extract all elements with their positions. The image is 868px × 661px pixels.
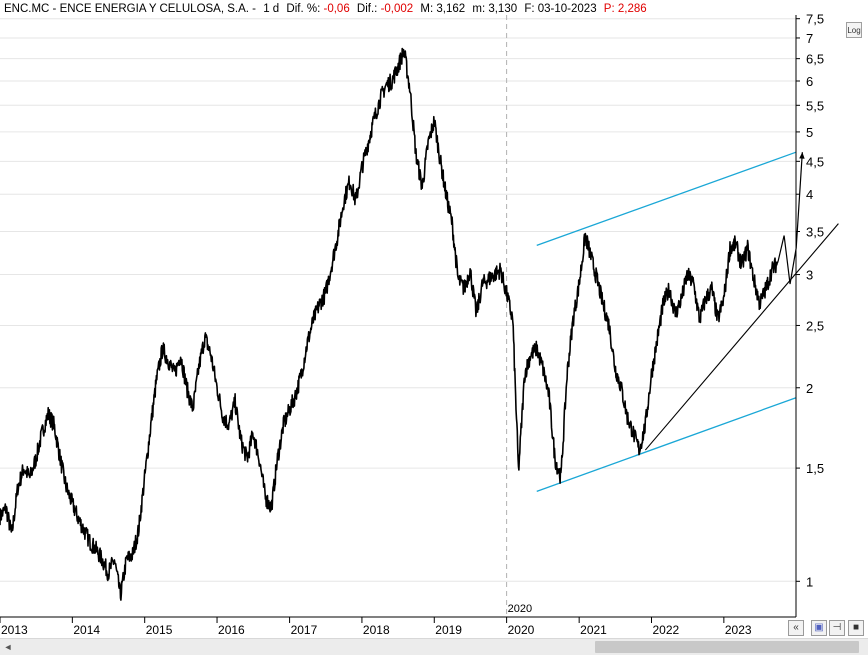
price-label: P: xyxy=(603,3,615,15)
log-scale-toggle[interactable]: Log xyxy=(846,22,862,38)
channel-line xyxy=(536,151,797,247)
dif-pct-value: -0,06 xyxy=(323,3,350,15)
projection-arrowhead xyxy=(799,152,805,159)
x-tick-label: 2017 xyxy=(291,623,318,637)
projection-path xyxy=(777,152,803,285)
y-tick-label: 3 xyxy=(806,268,813,283)
x-tick-label: 2022 xyxy=(653,623,680,637)
x-tick-label: 2016 xyxy=(218,623,245,637)
x-tick-label: 2021 xyxy=(580,623,607,637)
scrollbar-thumb[interactable] xyxy=(595,641,859,653)
y-tick-label: 6,5 xyxy=(806,52,824,67)
y-tick-label: 1 xyxy=(806,574,813,589)
max-label: M: xyxy=(420,3,434,15)
y-tick-label: 7 xyxy=(806,31,813,46)
x-tick-label: 2014 xyxy=(73,623,100,637)
save-icon[interactable]: ▣ xyxy=(811,620,827,636)
dif-value: -0,002 xyxy=(380,3,414,15)
date-value: 03-10-2023 xyxy=(537,3,597,15)
period-label: 1 d xyxy=(263,3,280,15)
max-value: 3,162 xyxy=(436,3,466,15)
horizontal-scrollbar[interactable]: ◄ xyxy=(0,638,868,655)
min-label: m: xyxy=(472,3,486,15)
y-tick-label: 4,5 xyxy=(806,154,824,169)
zoom-button[interactable]: « xyxy=(788,620,804,636)
y-tick-label: 7,5 xyxy=(806,12,824,27)
x-tick-label: 2015 xyxy=(146,623,173,637)
y-tick-label: 2,5 xyxy=(806,318,824,333)
y-tick-label: 5,5 xyxy=(806,98,824,113)
year-marker-label: 2020 xyxy=(508,603,532,615)
dif-label: Dif.: xyxy=(356,3,378,15)
x-tick-label: 2020 xyxy=(508,623,535,637)
color-picker-icon[interactable]: ■ xyxy=(848,620,864,636)
x-tick-label: 2019 xyxy=(435,623,462,637)
y-tick-label: 3,5 xyxy=(806,225,824,240)
x-tick-label: 2018 xyxy=(363,623,390,637)
x-tick-label: 2023 xyxy=(725,623,752,637)
channel-line xyxy=(536,397,797,492)
symbol-label: ENC.MC - ENCE ENERGIA Y CELULOSA, S.A. - xyxy=(4,3,257,15)
scroll-left-icon[interactable]: ◄ xyxy=(3,642,13,652)
date-label: F: xyxy=(524,3,535,15)
y-tick-label: 2 xyxy=(806,381,813,396)
dif-pct-label: Dif. %: xyxy=(286,3,321,15)
quote-header: ENC.MC - ENCE ENERGIA Y CELULOSA, S.A. -… xyxy=(4,3,647,15)
price-value: 2,286 xyxy=(617,3,647,15)
trend-line xyxy=(644,223,839,451)
price-series-line xyxy=(0,47,779,601)
min-value: 3,130 xyxy=(488,3,518,15)
y-tick-label: 4 xyxy=(806,187,813,202)
x-tick-label: 2013 xyxy=(1,623,28,637)
y-tick-label: 1,5 xyxy=(806,461,824,476)
y-tick-label: 5 xyxy=(806,125,813,140)
y-tick-label: 6 xyxy=(806,74,813,89)
pin-icon[interactable]: ⊣ xyxy=(829,620,845,636)
